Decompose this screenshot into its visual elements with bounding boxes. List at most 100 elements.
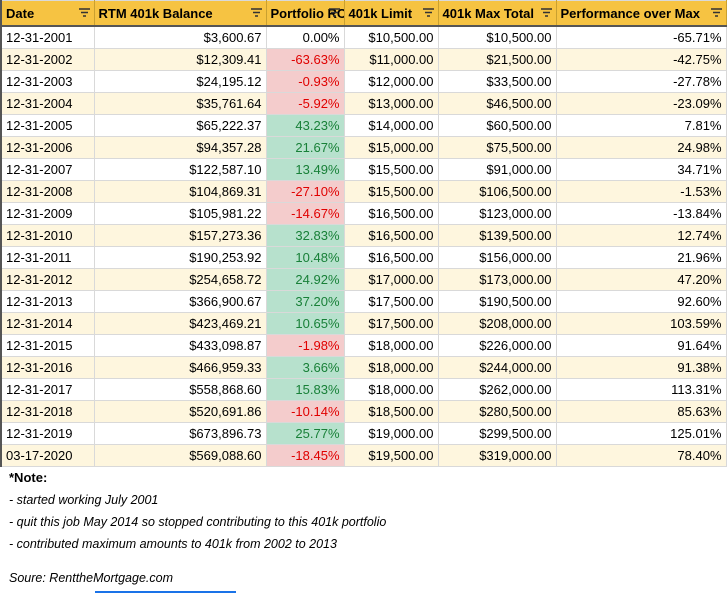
table-cell: 113.31% — [555, 378, 727, 401]
table-cell: 12-31-2007 — [0, 158, 95, 181]
table-row: 12-31-2018 $520,691.86 -10.14% $18,500.00 $2… — [0, 400, 727, 423]
table-cell: 03-17-2020 — [0, 444, 95, 467]
table-cell: 24.98% — [555, 136, 727, 159]
table-cell: -5.92% — [265, 92, 345, 115]
source: Soure: RenttheMortgage.com — [9, 571, 173, 585]
table-row: 12-31-2004 $35,761.64 -5.92% $13,000.00 $46,… — [0, 92, 727, 115]
table-cell: $17,500.00 — [343, 290, 439, 313]
table-cell: 12-31-2017 — [0, 378, 95, 401]
table-cell: 91.64% — [555, 334, 727, 357]
spreadsheet: Date RTM 401k Balance Portfolio ROI 401k Li… — [0, 0, 727, 467]
note-title: *Note: — [9, 470, 48, 485]
table-cell: -1.98% — [265, 334, 345, 357]
table-cell: 12-31-2006 — [0, 136, 95, 159]
table-cell: $280,500.00 — [437, 400, 557, 423]
table-cell: $123,000.00 — [437, 202, 557, 225]
note-line: - started working July 2001 — [9, 493, 159, 507]
table-cell: $18,000.00 — [343, 334, 439, 357]
table-row: 12-31-2019 $673,896.73 25.77% $19,000.00 $29… — [0, 422, 727, 445]
table-cell: $104,869.31 — [93, 180, 267, 203]
table-cell: $15,000.00 — [343, 136, 439, 159]
table-cell: $157,273.36 — [93, 224, 267, 247]
table-cell: $10,500.00 — [437, 25, 557, 49]
table-cell: $12,000.00 — [343, 70, 439, 93]
table-row: 12-31-2012 $254,658.72 24.92% $17,000.00 $17… — [0, 268, 727, 291]
table-row: 12-31-2011 $190,253.92 10.48% $16,500.00 $15… — [0, 246, 727, 269]
table-cell: 12-31-2001 — [0, 25, 95, 49]
table-cell: $16,500.00 — [343, 202, 439, 225]
table-cell: 7.81% — [555, 114, 727, 137]
table-cell: $65,222.37 — [93, 114, 267, 137]
table-cell: 10.48% — [265, 246, 345, 269]
table-cell: $466,959.33 — [93, 356, 267, 379]
table-cell: -13.84% — [555, 202, 727, 225]
table-cell: $12,309.41 — [93, 48, 267, 71]
table-cell: $16,500.00 — [343, 246, 439, 269]
table-cell: $190,500.00 — [437, 290, 557, 313]
table-cell: -10.14% — [265, 400, 345, 423]
table-row: 12-31-2008 $104,869.31 -27.10% $15,500.00 $1… — [0, 180, 727, 203]
table-cell: $94,357.28 — [93, 136, 267, 159]
table-cell: $122,587.10 — [93, 158, 267, 181]
table-cell: -23.09% — [555, 92, 727, 115]
table-row: 12-31-2002 $12,309.41 -63.63% $11,000.00 $21… — [0, 48, 727, 71]
table-cell: $19,500.00 — [343, 444, 439, 467]
note-line: - quit this job May 2014 so stopped cont… — [9, 515, 387, 529]
selection-underline — [95, 591, 236, 593]
filter-icon[interactable] — [78, 8, 90, 17]
table-cell: $11,000.00 — [343, 48, 439, 71]
note-line: - contributed maximum amounts to 401k fr… — [9, 537, 337, 551]
table-cell: $433,098.87 — [93, 334, 267, 357]
table-cell: 92.60% — [555, 290, 727, 313]
table-cell: 25.77% — [265, 422, 345, 445]
table-cell: $226,000.00 — [437, 334, 557, 357]
table-cell: 47.20% — [555, 268, 727, 291]
filter-icon[interactable] — [422, 8, 434, 17]
table-cell: $558,868.60 — [93, 378, 267, 401]
table-cell: 12-31-2004 — [0, 92, 95, 115]
column-header: 401k Limit — [343, 0, 439, 27]
table-cell: $299,500.00 — [437, 422, 557, 445]
table-row: 12-31-2016 $466,959.33 3.66% $18,000.00 $244… — [0, 356, 727, 379]
table-row: 12-31-2014 $423,469.21 10.65% $17,500.00 $20… — [0, 312, 727, 335]
table-cell: 12-31-2013 — [0, 290, 95, 313]
filter-icon[interactable] — [540, 8, 552, 17]
table-cell: 43.23% — [265, 114, 345, 137]
filter-icon[interactable] — [710, 8, 722, 17]
table-cell: 32.83% — [265, 224, 345, 247]
table-cell: 13.49% — [265, 158, 345, 181]
table-cell: $17,500.00 — [343, 312, 439, 335]
table-cell: 103.59% — [555, 312, 727, 335]
table-cell: -1.53% — [555, 180, 727, 203]
table-cell: 12-31-2012 — [0, 268, 95, 291]
table-row: 12-31-2007 $122,587.10 13.49% $15,500.00 $91… — [0, 158, 727, 181]
table-cell: -0.93% — [265, 70, 345, 93]
filter-icon[interactable] — [250, 8, 262, 17]
table-cell: $24,195.12 — [93, 70, 267, 93]
table-cell: $139,500.00 — [437, 224, 557, 247]
table-cell: -42.75% — [555, 48, 727, 71]
table-cell: $46,500.00 — [437, 92, 557, 115]
table-cell: $18,000.00 — [343, 356, 439, 379]
filter-icon[interactable] — [328, 8, 340, 17]
table-cell: $190,253.92 — [93, 246, 267, 269]
table-cell: 15.83% — [265, 378, 345, 401]
table-cell: 12-31-2019 — [0, 422, 95, 445]
table-cell: $208,000.00 — [437, 312, 557, 335]
table-cell: $10,500.00 — [343, 25, 439, 49]
header-row: Date RTM 401k Balance Portfolio ROI 401k Li… — [0, 0, 727, 27]
table-cell: 12-31-2018 — [0, 400, 95, 423]
table-row: 12-31-2001 $3,600.67 0.00% $10,500.00 $10,50… — [0, 25, 727, 49]
table-cell: -18.45% — [265, 444, 345, 467]
table-cell: 24.92% — [265, 268, 345, 291]
table-row: 12-31-2010 $157,273.36 32.83% $16,500.00 $13… — [0, 224, 727, 247]
table-cell: $569,088.60 — [93, 444, 267, 467]
table-row: 12-31-2009 $105,981.22 -14.67% $16,500.00 $1… — [0, 202, 727, 225]
table-cell: 12-31-2008 — [0, 180, 95, 203]
table-cell: -27.78% — [555, 70, 727, 93]
table-cell: $17,000.00 — [343, 268, 439, 291]
table-cell: 12-31-2016 — [0, 356, 95, 379]
table-cell: $262,000.00 — [437, 378, 557, 401]
column-header: Portfolio ROI — [265, 0, 345, 27]
